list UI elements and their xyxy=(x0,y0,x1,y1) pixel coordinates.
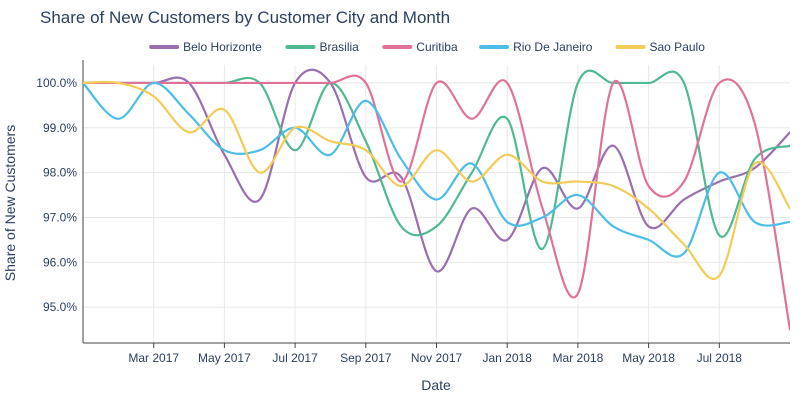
x-tick-label: Sep 2017 xyxy=(340,351,392,365)
axes: 95.0% 96.0% 97.0% 98.0% 99.0% 100.0% Mar 2017 M… xyxy=(36,60,790,365)
legend-label: Belo Horizonte xyxy=(183,40,262,54)
y-tick-label: 100.0% xyxy=(36,76,77,90)
series-lines xyxy=(83,68,790,331)
legend-label: Curitiba xyxy=(416,40,458,54)
x-tick-label: Jul 2017 xyxy=(272,351,318,365)
x-tick-label: Nov 2017 xyxy=(411,351,463,365)
legend-item-brasilia[interactable]: Brasilia xyxy=(285,40,360,54)
series-line-belo-horizonte xyxy=(83,68,790,273)
y-axis-title: Share of New Customers xyxy=(2,125,18,281)
x-tick-label: Jan 2018 xyxy=(483,351,533,365)
x-axis-title: Date xyxy=(421,377,451,393)
series-line-rio-de-janeiro xyxy=(83,81,790,258)
legend-item-sao-paulo[interactable]: Sao Paulo xyxy=(615,40,706,54)
x-tick-label: May 2018 xyxy=(622,351,675,365)
legend-label: Brasilia xyxy=(320,40,360,54)
x-tick-label: Mar 2017 xyxy=(128,351,179,365)
chart-title: Share of New Customers by Customer City … xyxy=(40,8,451,27)
legend[interactable]: Belo Horizonte Brasilia Curitiba Rio De Jan… xyxy=(149,40,706,54)
legend-label: Sao Paulo xyxy=(650,40,706,54)
legend-label: Rio De Janeiro xyxy=(513,40,593,54)
x-tick-label: Jul 2018 xyxy=(697,351,743,365)
y-tick-label: 98.0% xyxy=(43,166,77,180)
y-tick-label: 99.0% xyxy=(43,121,77,135)
series-line-sao-paulo xyxy=(83,80,790,280)
x-tick-label: May 2017 xyxy=(198,351,251,365)
y-tick-label: 96.0% xyxy=(43,255,77,269)
y-tick-label: 95.0% xyxy=(43,300,77,314)
legend-item-rio-de-janeiro[interactable]: Rio De Janeiro xyxy=(479,40,593,54)
legend-item-curitiba[interactable]: Curitiba xyxy=(382,40,458,54)
grid-lines xyxy=(83,65,790,343)
series-line-curitiba xyxy=(83,74,790,331)
x-tick-label: Mar 2018 xyxy=(553,351,604,365)
legend-item-belo-horizonte[interactable]: Belo Horizonte xyxy=(149,40,262,54)
y-tick-label: 97.0% xyxy=(43,210,77,224)
